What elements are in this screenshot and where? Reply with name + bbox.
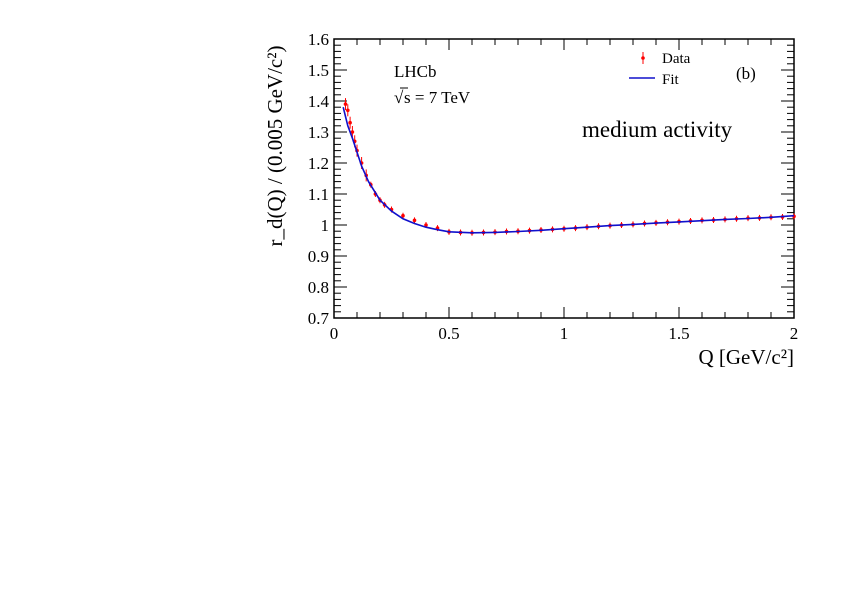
y-tick-labels: 0.7 0.8 0.9 1 1.1 1.2 1.3 1.4 1.5 1.6	[308, 30, 330, 328]
y-tick-label: 1.4	[308, 92, 330, 111]
panel-label: (b)	[736, 64, 756, 83]
y-tick-label: 1	[321, 216, 330, 235]
y-tick-label: 0.9	[308, 247, 329, 266]
energy-label: s = 7 TeV	[404, 88, 471, 107]
data-point	[424, 223, 428, 227]
data-point	[401, 213, 405, 218]
y-tick-label: 1.2	[308, 154, 329, 173]
x-tick-label: 1	[560, 324, 569, 343]
y-tick-label: 1.3	[308, 123, 329, 142]
data-point	[412, 218, 417, 223]
x-axis-label: Q [GeV/c²]	[698, 345, 794, 369]
y-tick-label: 0.8	[308, 278, 329, 297]
data-point	[350, 130, 355, 134]
activity-annotation: medium activity	[582, 117, 733, 142]
x-tick-label: 2	[790, 324, 799, 343]
x-tick-label: 1.5	[668, 324, 689, 343]
data-point	[346, 108, 350, 113]
x-tick-label: 0	[330, 324, 339, 343]
y-axis-label: r_d(Q) / (0.005 GeV/c²)	[263, 45, 287, 246]
x-tick-label: 0.5	[438, 324, 459, 343]
y-tick-label: 1.1	[308, 185, 329, 204]
y-tick-label: 1.6	[308, 30, 329, 49]
axis-ticks	[333, 38, 795, 319]
legend-data-label: Data	[662, 51, 691, 67]
legend-fit-label: Fit	[662, 72, 680, 88]
y-tick-label: 0.7	[308, 309, 330, 328]
data-point	[348, 120, 352, 125]
data-point	[343, 102, 348, 106]
fit-curve	[342, 107, 795, 234]
y-tick-label: 1.5	[308, 61, 329, 80]
legend: Data Fit	[629, 51, 691, 88]
experiment-label: LHCb	[394, 62, 437, 81]
legend-data-marker	[641, 56, 645, 60]
sqrt-symbol: √	[394, 88, 404, 107]
x-tick-labels: 0 0.5 1 1.5 2	[330, 324, 799, 343]
